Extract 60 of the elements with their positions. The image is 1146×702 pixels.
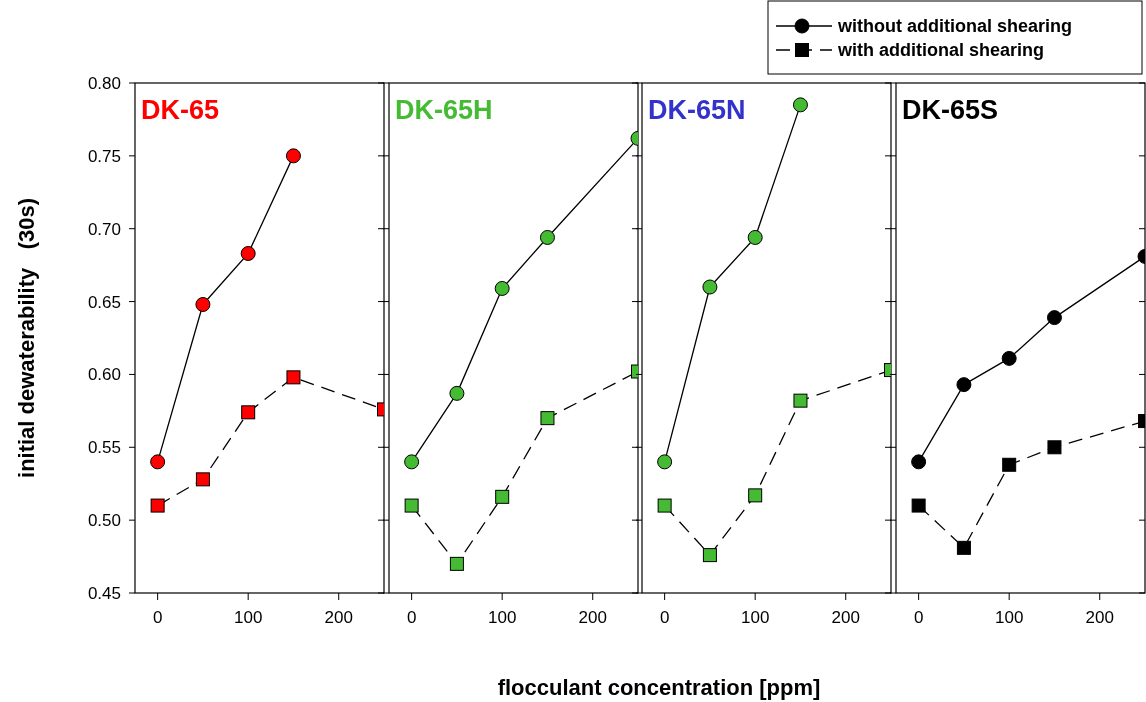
x-tick-label: 0 xyxy=(913,608,924,627)
point xyxy=(150,454,166,470)
point xyxy=(1002,457,1017,472)
point xyxy=(657,454,673,470)
x-tick-label: 100 xyxy=(740,608,770,627)
y-tick-label: 0.80 xyxy=(87,74,121,93)
point xyxy=(657,498,672,513)
y-axis-title: initial dewaterability (30s) xyxy=(14,198,39,478)
y-tick-label: 0.70 xyxy=(87,219,121,239)
point xyxy=(956,540,971,555)
legend-label: with additional shearing xyxy=(837,40,1045,60)
point xyxy=(911,498,926,513)
x-tick-label: 100 xyxy=(233,608,263,627)
point xyxy=(404,454,420,470)
point xyxy=(1047,440,1062,455)
point xyxy=(793,393,808,408)
x-tick-label: 100 xyxy=(487,608,517,627)
point xyxy=(702,279,718,295)
point xyxy=(792,97,808,113)
point xyxy=(195,296,211,312)
chart-title: DK-65H xyxy=(395,95,493,125)
x-tick-label: 200 xyxy=(578,608,607,627)
x-tick-label: 200 xyxy=(324,608,353,627)
point xyxy=(286,370,301,385)
y-tick-label: 0.60 xyxy=(87,365,121,385)
point xyxy=(747,229,763,245)
x-axis-title: flocculant concentration [ppm] xyxy=(497,675,821,700)
point xyxy=(195,472,210,487)
x-tick-label: 100 xyxy=(994,608,1024,627)
point xyxy=(748,488,763,503)
y-tick-label: 0.55 xyxy=(87,438,121,458)
x-tick-label: 0 xyxy=(659,608,670,627)
point xyxy=(449,385,465,401)
x-tick-label: 200 xyxy=(1085,608,1114,627)
point xyxy=(1046,310,1062,326)
point xyxy=(449,556,464,571)
x-tick-label: 0 xyxy=(152,608,163,627)
x-tick-label: 0 xyxy=(406,608,417,627)
point xyxy=(285,148,301,164)
point xyxy=(540,411,555,426)
y-tick-label: 0.45 xyxy=(87,584,121,603)
point xyxy=(539,229,555,245)
point xyxy=(494,280,510,296)
point xyxy=(404,498,419,513)
chart-title: DK-65 xyxy=(141,95,220,125)
point xyxy=(702,548,717,563)
chart-title: DK-65S xyxy=(902,95,999,125)
y-tick-label: 0.50 xyxy=(87,511,121,531)
point xyxy=(150,498,165,513)
point xyxy=(241,405,256,420)
point xyxy=(956,377,972,393)
y-tick-label: 0.65 xyxy=(87,292,121,312)
point xyxy=(911,454,927,470)
chart-title: DK-65N xyxy=(648,95,746,125)
y-tick-label: 0.75 xyxy=(87,146,121,166)
legend-label: without additional shearing xyxy=(837,16,1072,36)
point xyxy=(1001,350,1017,366)
point xyxy=(495,489,510,504)
point xyxy=(240,245,256,261)
x-tick-label: 200 xyxy=(831,608,860,627)
